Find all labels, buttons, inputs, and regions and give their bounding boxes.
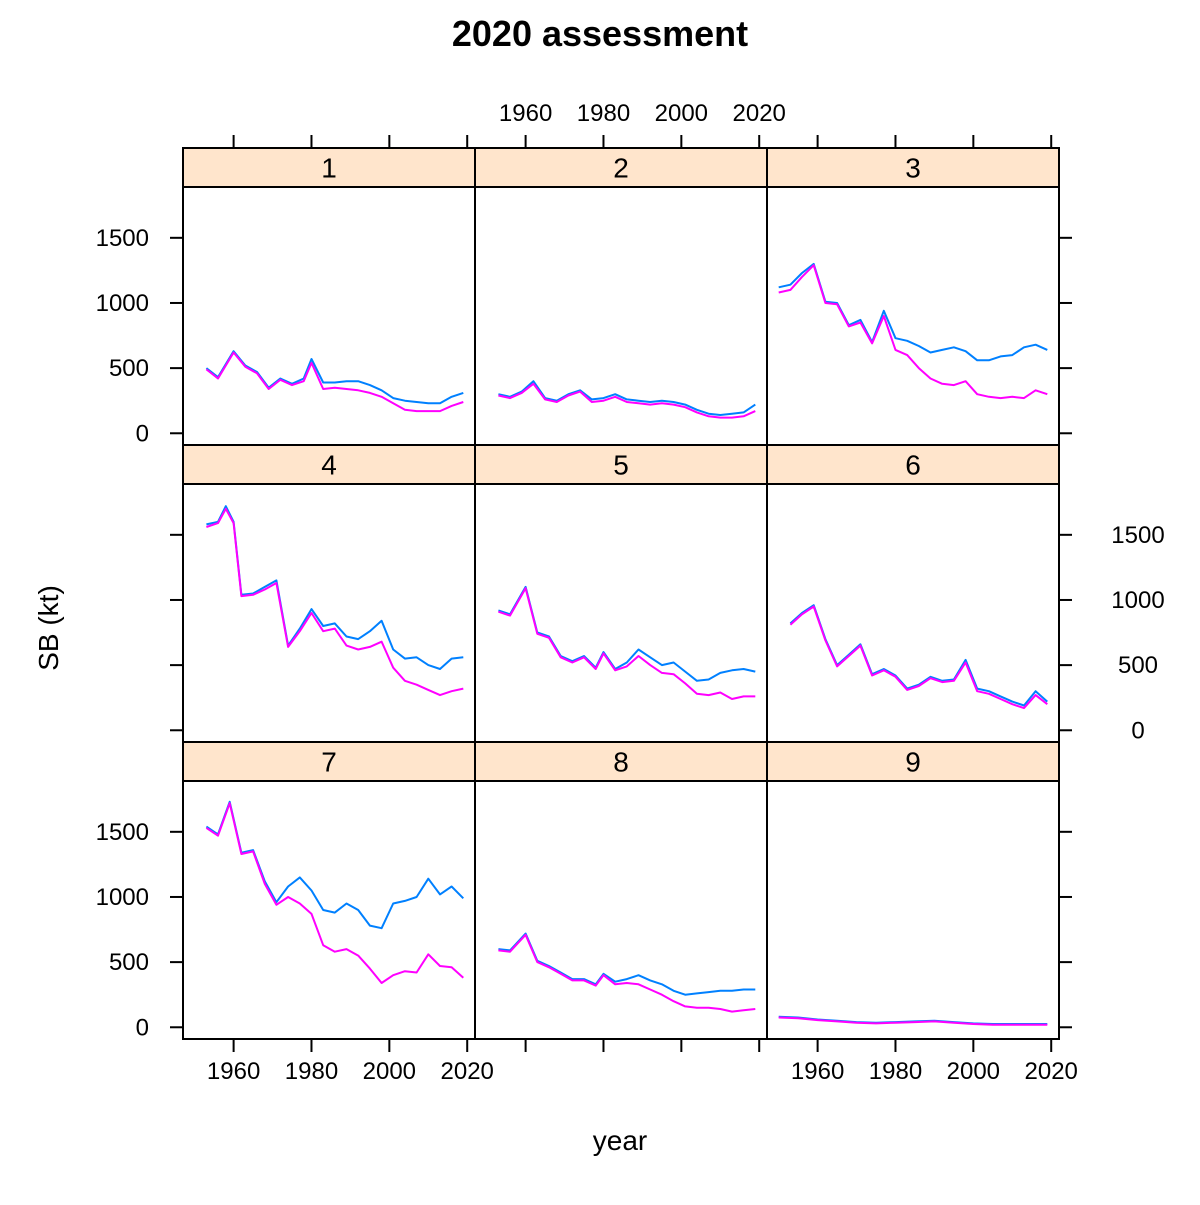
series-line-3-1 [778,262,1048,362]
series-line-7-2 [205,802,464,984]
y-tick-label-right-1-1500: 1500 [1111,522,1164,549]
series-line-1-2 [205,351,464,413]
x-tick-label-top-1-2000: 2000 [655,100,708,127]
x-tick-label-bottom-2-1980: 1980 [869,1058,922,1085]
series-line-5-1 [498,585,756,682]
panel-7: 7 [182,741,476,1040]
panel-9: 9 [766,741,1060,1040]
x-tick-label-bottom-0-1960: 1960 [207,1058,260,1085]
series-line-3-2 [778,264,1048,400]
x-tick-label-bottom-2-2000: 2000 [947,1058,1000,1085]
x-tick-label-bottom-2-1960: 1960 [791,1058,844,1085]
y-tick-label-right-1-500: 500 [1118,652,1158,679]
y-tick-label-left-2-1000: 1000 [96,884,149,911]
panel-grid: 1 2 3 4 5 6 7 8 9 1960 1960 1960 1980 1980 1980 2000 200… [96,100,1165,1085]
strip-label-5: 5 [613,450,629,481]
strip-label-8: 8 [613,747,629,778]
plot-frame-2 [474,186,768,446]
strip-label-7: 7 [321,747,337,778]
panel-8: 8 [474,741,768,1040]
plot-frame-4 [182,483,476,743]
strip-2 [474,147,768,188]
y-tick-label-left-2-0: 0 [136,1014,149,1041]
y-tick-label-left-0-500: 500 [109,355,149,382]
y-tick-label-left-2-1500: 1500 [96,819,149,846]
x-tick-label-top-1-1960: 1960 [499,100,552,127]
strip-label-3: 3 [905,153,921,184]
series-line-8-2 [498,933,756,1013]
y-axis-label: SB (kt) [33,585,64,671]
panel-4: 4 [182,444,476,743]
x-tick-label-bottom-0-2000: 2000 [363,1058,416,1085]
series-line-4-2 [206,507,464,697]
strip-9 [766,741,1060,782]
strip-label-4: 4 [321,450,337,481]
y-tick-label-left-2-500: 500 [109,949,149,976]
panel-2: 2 [474,147,768,446]
plot-frame-5 [474,483,768,743]
plot-frame-8 [474,780,768,1040]
strip-label-2: 2 [613,153,629,184]
series-line-1-1 [205,350,464,405]
series-line-6-1 [789,604,1048,707]
series-line-9-2 [778,1016,1048,1026]
strip-1 [182,147,476,188]
series-line-8-1 [498,932,756,996]
panel-5: 5 [474,444,768,743]
plot-frame-1 [182,186,476,446]
y-tick-label-left-0-1500: 1500 [96,225,149,252]
chart-title: 2020 assessment [452,13,748,54]
series-line-4-1 [206,505,464,670]
x-tick-label-top-1-2020: 2020 [733,100,786,127]
panel-3: 3 [766,147,1060,446]
y-tick-label-left-0-1000: 1000 [96,290,149,317]
series-line-5-2 [498,587,756,700]
x-tick-label-bottom-2-2020: 2020 [1025,1058,1078,1085]
strip-6 [766,444,1060,485]
plot-frame-9 [766,780,1060,1040]
plot-frame-3 [766,186,1060,446]
series-line-7-1 [205,800,465,930]
x-axis-label: year [593,1125,647,1156]
panel-1: 1 [182,147,476,446]
strip-label-9: 9 [905,747,921,778]
series-line-6-2 [789,605,1048,710]
x-tick-label-bottom-0-1980: 1980 [285,1058,338,1085]
series-line-2-2 [498,382,756,419]
y-tick-label-right-1-1000: 1000 [1111,587,1164,614]
y-tick-label-left-0-0: 0 [136,420,149,447]
panel-6: 6 [766,444,1060,743]
y-tick-label-right-1-0: 0 [1131,717,1144,744]
x-tick-label-top-1-1980: 1980 [577,100,630,127]
strip-label-6: 6 [905,450,921,481]
series-line-2-1 [498,380,756,416]
x-tick-label-bottom-0-2020: 2020 [441,1058,494,1085]
plot-frame-7 [182,780,476,1040]
strip-label-1: 1 [321,153,337,184]
